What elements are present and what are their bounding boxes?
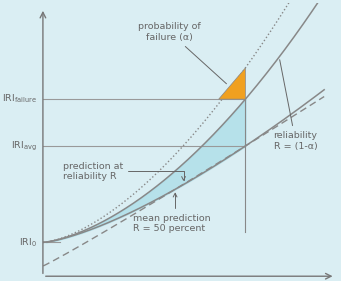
Text: mean prediction
R = 50 percent: mean prediction R = 50 percent (133, 193, 210, 233)
Text: IRI$_{\mathregular{avg}}$: IRI$_{\mathregular{avg}}$ (11, 139, 37, 153)
Text: reliability
R = (1-α): reliability R = (1-α) (273, 60, 317, 151)
Text: prediction at
reliability R: prediction at reliability R (63, 162, 186, 181)
Text: IRI$_{\mathregular{0}}$: IRI$_{\mathregular{0}}$ (19, 236, 37, 249)
Text: IRI$_{\mathregular{failure}}$: IRI$_{\mathregular{failure}}$ (2, 93, 37, 105)
Polygon shape (219, 68, 246, 99)
Text: probability of
failure (α): probability of failure (α) (138, 22, 226, 84)
